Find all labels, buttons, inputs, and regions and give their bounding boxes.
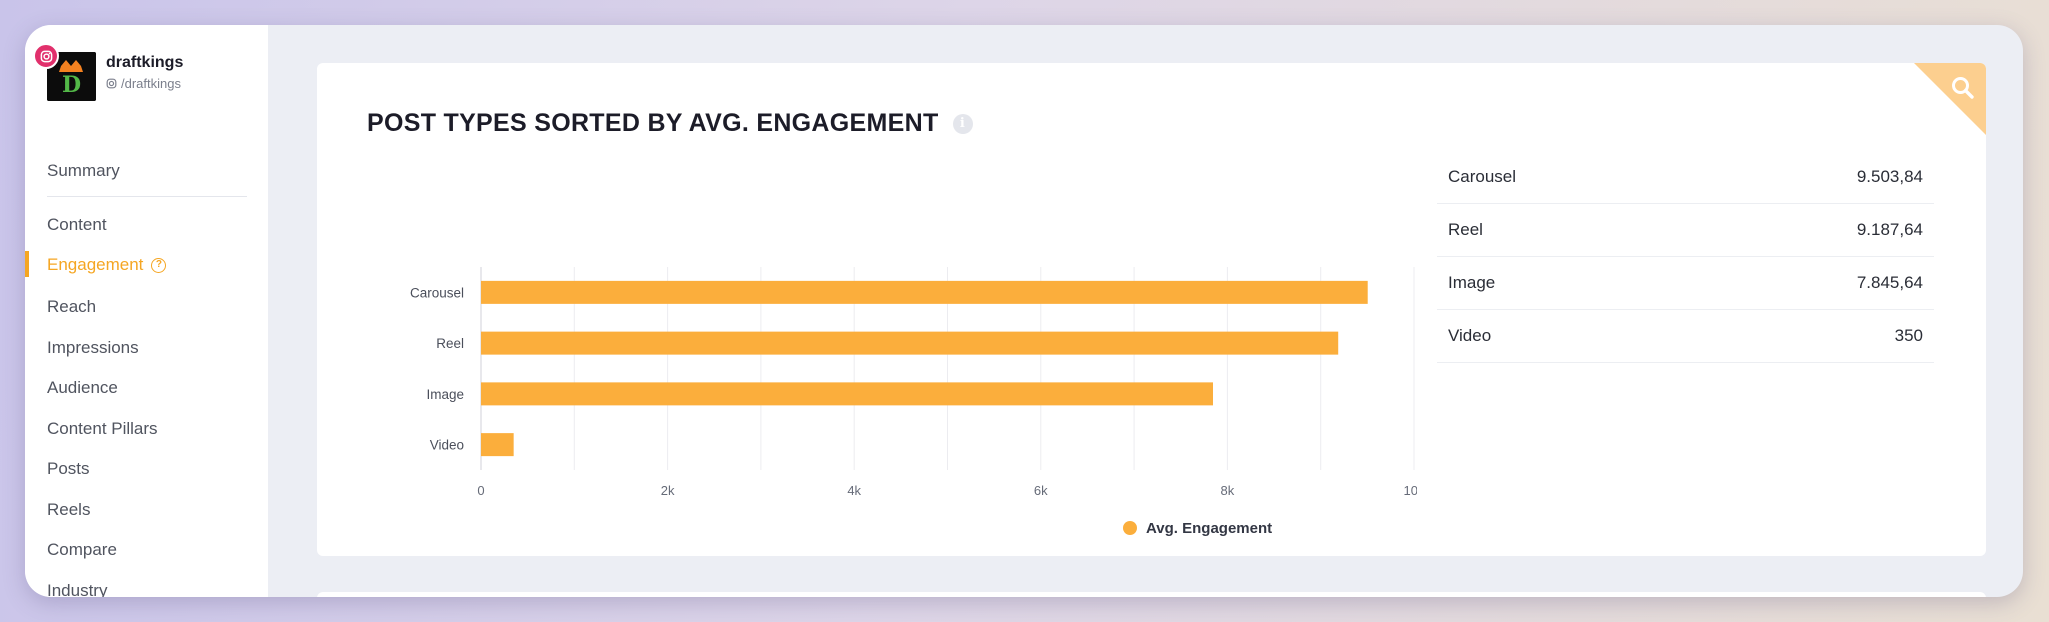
table-row: Image 7.845,64 xyxy=(1437,257,1934,310)
sidebar-item-reach[interactable]: Reach xyxy=(47,297,96,317)
table-row: Carousel 9.503,84 xyxy=(1437,151,1934,204)
legend-label: Avg. Engagement xyxy=(1146,520,1272,537)
x-tick-label: 4k xyxy=(847,483,861,498)
engagement-bar-chart: 0 2k 4k 6k 8k 10k Carousel Reel Image Video Avg. E… xyxy=(410,267,1417,537)
app-window: D draftkings /draftkings xyxy=(25,25,2023,597)
sidebar-item-content[interactable]: Content xyxy=(47,215,107,235)
sidebar-item-label: Impressions xyxy=(47,338,139,357)
sidebar-item-posts[interactable]: Posts xyxy=(47,459,90,479)
sidebar-item-engagement[interactable]: Engagement ? xyxy=(25,251,167,277)
card-title: POST TYPES SORTED BY AVG. ENGAGEMENT i xyxy=(367,109,973,138)
engagement-table: Carousel 9.503,84 Reel 9.187,64 Image 7.… xyxy=(1437,151,1934,363)
sidebar-item-audience[interactable]: Audience xyxy=(47,378,118,398)
table-cell-label: Image xyxy=(1448,273,1496,292)
sidebar-item-content-pillars[interactable]: Content Pillars xyxy=(47,419,158,439)
next-card xyxy=(317,592,1986,597)
sidebar-item-label: Reach xyxy=(47,297,97,316)
sidebar-item-label: Compare xyxy=(47,540,117,559)
sidebar-item-label: Engagement xyxy=(47,255,144,274)
sidebar-item-compare[interactable]: Compare xyxy=(47,540,117,560)
sidebar-item-label: Content xyxy=(47,215,107,234)
profile-handle-text: /draftkings xyxy=(121,76,181,91)
x-tick-label: 0 xyxy=(477,483,484,498)
instagram-small-icon xyxy=(106,78,117,89)
table-cell-label: Reel xyxy=(1448,220,1483,239)
svg-text:D: D xyxy=(62,72,81,98)
table-cell-value: 7.845,64 xyxy=(1856,273,1923,292)
sidebar-item-industry[interactable]: Industry xyxy=(47,581,107,597)
sidebar-item-label: Industry xyxy=(47,581,108,597)
bar xyxy=(481,382,1213,406)
sidebar: D draftkings /draftkings xyxy=(25,25,268,597)
sidebar-divider xyxy=(47,196,247,197)
bar xyxy=(481,433,514,457)
instagram-icon xyxy=(33,43,59,69)
sidebar-item-label: Reels xyxy=(47,500,91,519)
x-tick-label: 8k xyxy=(1221,483,1235,498)
bar xyxy=(481,331,1339,355)
sidebar-item-label: Audience xyxy=(47,378,118,397)
card-title-text: POST TYPES SORTED BY AVG. ENGAGEMENT xyxy=(367,109,939,137)
table-cell-value: 9.187,64 xyxy=(1856,220,1923,239)
sidebar-item-summary[interactable]: Summary xyxy=(47,161,120,181)
sidebar-item-label: Content Pillars xyxy=(47,419,158,438)
help-icon[interactable]: ? xyxy=(151,257,167,273)
x-tick-label: 10k xyxy=(1404,483,1417,498)
y-tick-label: Carousel xyxy=(410,285,464,300)
profile-handle: /draftkings xyxy=(106,76,181,91)
y-tick-label: Reel xyxy=(436,336,464,351)
table-cell-label: Carousel xyxy=(1448,167,1517,186)
legend-marker xyxy=(1123,521,1137,535)
table-cell-value: 350 xyxy=(1894,326,1923,345)
sidebar-item-impressions[interactable]: Impressions xyxy=(47,338,139,358)
x-tick-label: 6k xyxy=(1034,483,1048,498)
sidebar-item-reels[interactable]: Reels xyxy=(47,500,90,520)
table-row: Video 350 xyxy=(1437,310,1934,363)
sidebar-item-label: Posts xyxy=(47,459,90,478)
y-tick-label: Video xyxy=(430,438,464,453)
bar xyxy=(481,280,1368,304)
profile-name: draftkings xyxy=(106,54,184,71)
table-cell-value: 9.503,84 xyxy=(1856,167,1923,186)
sidebar-item-label: Summary xyxy=(47,161,120,180)
y-tick-label: Image xyxy=(426,387,464,402)
search-icon[interactable] xyxy=(1950,75,1976,101)
info-icon[interactable]: i xyxy=(952,113,973,134)
zoom-corner[interactable] xyxy=(1914,63,1986,135)
table-row: Reel 9.187,64 xyxy=(1437,204,1934,257)
profile-header[interactable]: D draftkings /draftkings xyxy=(33,43,257,102)
x-tick-label: 2k xyxy=(661,483,675,498)
table-cell-label: Video xyxy=(1448,326,1492,345)
engagement-card: POST TYPES SORTED BY AVG. ENGAGEMENT i 0… xyxy=(317,63,1986,556)
